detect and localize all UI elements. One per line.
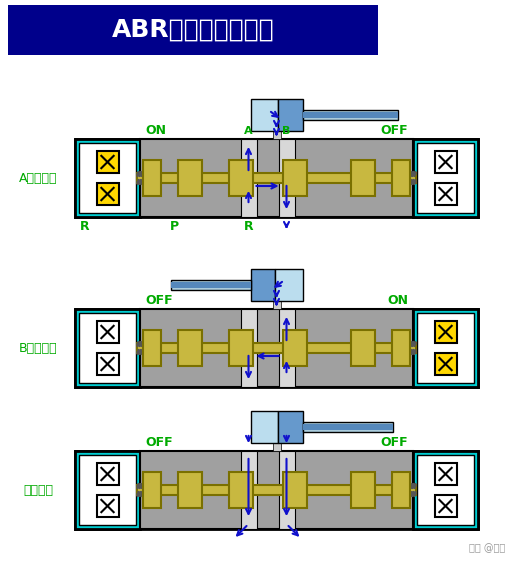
- Bar: [240, 309, 256, 387]
- Text: R: R: [243, 220, 253, 233]
- Text: A側通电时: A側通电时: [19, 172, 57, 185]
- Bar: [392, 160, 410, 196]
- Bar: [228, 330, 252, 366]
- Bar: [96, 151, 119, 173]
- Bar: [251, 99, 278, 131]
- Bar: [178, 472, 202, 508]
- Bar: [143, 330, 161, 366]
- Bar: [303, 422, 393, 432]
- Bar: [140, 139, 413, 217]
- Bar: [282, 160, 307, 196]
- Text: ON: ON: [145, 124, 166, 137]
- Bar: [272, 443, 281, 451]
- Bar: [75, 451, 140, 529]
- Text: OFF: OFF: [145, 436, 172, 449]
- Bar: [140, 309, 413, 387]
- Bar: [79, 455, 136, 525]
- Bar: [351, 330, 375, 366]
- Text: B側通电时: B側通电时: [19, 342, 57, 355]
- Bar: [435, 353, 456, 375]
- Text: 知乎 @老史: 知乎 @老史: [469, 543, 505, 553]
- Bar: [8, 5, 378, 55]
- Bar: [303, 424, 393, 430]
- Bar: [417, 455, 474, 525]
- Bar: [435, 463, 456, 485]
- Bar: [435, 151, 456, 173]
- Bar: [143, 472, 161, 508]
- Text: OFF: OFF: [380, 436, 408, 449]
- Text: 不通电时: 不通电时: [23, 484, 53, 496]
- Bar: [79, 313, 136, 383]
- Bar: [96, 495, 119, 517]
- Text: ABR连接【中泄式】: ABR连接【中泄式】: [112, 18, 275, 42]
- Bar: [178, 160, 202, 196]
- Bar: [435, 183, 456, 205]
- Bar: [75, 451, 478, 529]
- Bar: [272, 131, 281, 139]
- Bar: [75, 309, 478, 387]
- Bar: [251, 411, 278, 443]
- Bar: [228, 160, 252, 196]
- Bar: [96, 353, 119, 375]
- Bar: [96, 183, 119, 205]
- Bar: [178, 330, 202, 366]
- Bar: [392, 472, 410, 508]
- Bar: [143, 160, 161, 196]
- Bar: [278, 99, 303, 131]
- Bar: [279, 139, 295, 217]
- Bar: [435, 321, 456, 343]
- Bar: [140, 451, 413, 529]
- Bar: [303, 110, 397, 120]
- Text: OFF: OFF: [380, 124, 408, 137]
- Bar: [240, 139, 256, 217]
- Bar: [79, 143, 136, 213]
- Text: OFF: OFF: [145, 294, 172, 307]
- Bar: [137, 485, 416, 495]
- Bar: [170, 282, 251, 288]
- Bar: [75, 309, 140, 387]
- Bar: [251, 269, 276, 301]
- Text: P: P: [170, 220, 179, 233]
- Bar: [279, 451, 295, 529]
- Bar: [240, 451, 256, 529]
- Bar: [303, 112, 397, 118]
- Bar: [96, 321, 119, 343]
- Text: R: R: [80, 220, 90, 233]
- Bar: [413, 309, 478, 387]
- Bar: [137, 173, 416, 183]
- Text: B: B: [282, 126, 291, 136]
- Bar: [282, 472, 307, 508]
- Bar: [170, 280, 251, 290]
- Bar: [272, 301, 281, 309]
- Bar: [228, 472, 252, 508]
- Bar: [413, 451, 478, 529]
- Text: ON: ON: [387, 294, 408, 307]
- Bar: [282, 330, 307, 366]
- Bar: [351, 472, 375, 508]
- Bar: [276, 269, 303, 301]
- Bar: [417, 313, 474, 383]
- Text: A: A: [244, 126, 253, 136]
- Bar: [435, 495, 456, 517]
- Bar: [279, 309, 295, 387]
- Bar: [417, 143, 474, 213]
- Bar: [75, 139, 140, 217]
- Bar: [413, 139, 478, 217]
- Bar: [278, 411, 303, 443]
- Bar: [75, 139, 478, 217]
- Bar: [351, 160, 375, 196]
- Bar: [137, 343, 416, 353]
- Bar: [96, 463, 119, 485]
- Bar: [392, 330, 410, 366]
